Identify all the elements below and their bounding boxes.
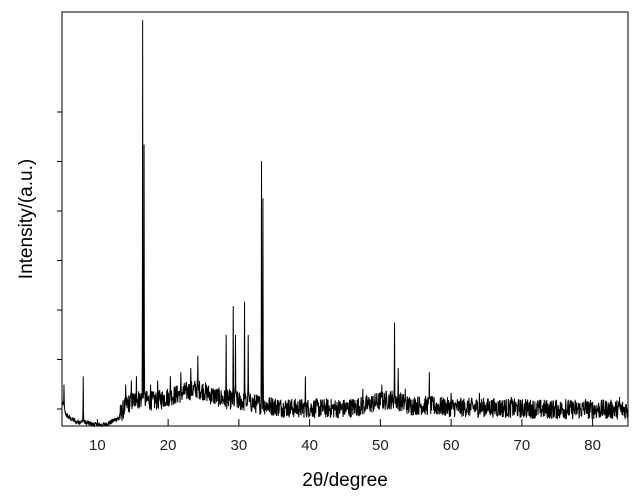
x-tick-label: 80	[584, 437, 601, 454]
x-axis-tick-labels: 10 20 30 40 50 60 70 80	[89, 437, 601, 454]
x-tick-label: 40	[301, 437, 318, 454]
y-axis-ticks	[57, 111, 62, 410]
x-tick-label: 70	[514, 437, 531, 454]
y-axis-title: Intensity/(a.u.)	[16, 159, 37, 279]
plot-frame	[61, 11, 629, 427]
x-axis-title: 2θ/degree	[302, 470, 388, 491]
xrd-pattern-line	[61, 20, 629, 428]
x-tick-label: 20	[160, 437, 177, 454]
x-tick-label: 60	[443, 437, 460, 454]
x-tick-label: 30	[231, 437, 248, 454]
x-tick-label: 50	[372, 437, 389, 454]
x-axis-ticks	[96, 419, 594, 426]
x-tick-label: 10	[89, 437, 106, 454]
